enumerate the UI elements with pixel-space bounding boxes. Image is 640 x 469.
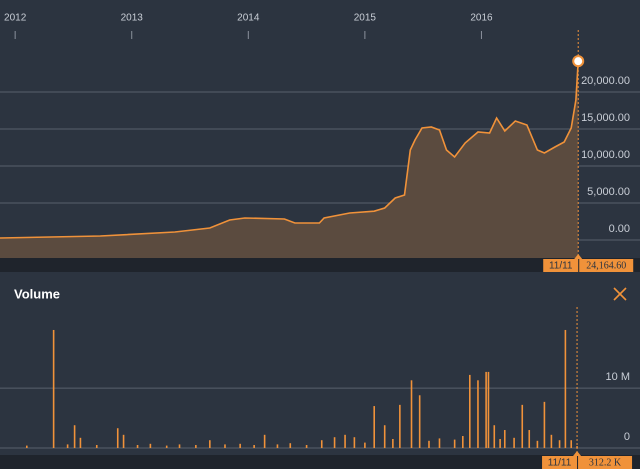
bar xyxy=(499,439,501,448)
x-tick-label: 2014 xyxy=(237,13,260,24)
bar xyxy=(136,444,139,448)
bar xyxy=(410,380,413,448)
y-tick-label: 15,000.00 xyxy=(581,112,630,124)
y-tick-label: 10,000.00 xyxy=(581,149,630,161)
bar xyxy=(209,440,211,448)
bar xyxy=(493,425,496,448)
plot: 20,000.00 15,000.00 10,000.00 5,000.00 0.00 2… xyxy=(0,13,640,272)
close-button[interactable] xyxy=(613,287,627,301)
y-tick-label: 5,000.00 xyxy=(587,186,630,198)
bar xyxy=(333,437,336,448)
bar xyxy=(462,436,464,448)
bar xyxy=(468,374,471,448)
bar xyxy=(66,444,69,448)
bar xyxy=(178,444,181,448)
bar xyxy=(521,404,524,448)
badge-pointer xyxy=(573,451,582,456)
bar xyxy=(373,406,376,448)
bar xyxy=(224,444,226,448)
x-tick-label: 2015 xyxy=(354,13,377,24)
bar xyxy=(399,404,401,448)
bar xyxy=(487,371,490,448)
y-tick-label: 0 xyxy=(624,431,630,443)
bar xyxy=(253,444,255,448)
value-badge xyxy=(579,259,634,272)
bar xyxy=(392,439,394,448)
badge-pointer xyxy=(574,254,583,259)
bar xyxy=(239,443,241,448)
bar xyxy=(558,440,561,448)
bar xyxy=(550,434,553,448)
y-tick-label: 10 M xyxy=(606,371,630,383)
bar xyxy=(428,440,430,448)
bar xyxy=(116,428,119,448)
bar xyxy=(289,443,292,448)
x-tick-label: 2016 xyxy=(470,13,493,24)
footer-strip xyxy=(0,455,640,469)
bar xyxy=(95,444,98,448)
y-tick-label: 20,000.00 xyxy=(581,75,630,87)
bar xyxy=(513,437,515,448)
bar xyxy=(165,445,168,448)
bar xyxy=(122,434,125,448)
bar xyxy=(344,434,346,448)
bar xyxy=(353,437,356,448)
bar xyxy=(263,434,266,448)
bar xyxy=(276,444,279,448)
bar xyxy=(149,443,152,448)
bar xyxy=(503,430,506,448)
date-label: 11/11 xyxy=(548,458,572,469)
bar xyxy=(438,438,441,448)
bar xyxy=(477,380,479,448)
panel-header xyxy=(0,272,640,312)
bar xyxy=(79,437,82,448)
bar xyxy=(383,425,386,448)
date-badge xyxy=(542,456,578,469)
value-label: 24,164.60 xyxy=(586,260,626,271)
last-point xyxy=(572,55,585,68)
plot: 10 M 0 11/11 312.2 K xyxy=(0,307,640,469)
bar xyxy=(570,440,573,448)
bar xyxy=(528,430,531,448)
bar xyxy=(26,445,28,448)
bar xyxy=(305,444,308,448)
y-tick-label: 0.00 xyxy=(609,223,630,235)
bar xyxy=(543,401,546,448)
x-tick-label: 2012 xyxy=(4,13,27,24)
value-badge xyxy=(578,456,633,469)
bar xyxy=(320,440,323,448)
date-label: 11/11 xyxy=(549,261,573,272)
panel-title: Volume xyxy=(14,286,60,301)
area xyxy=(0,61,579,259)
bar xyxy=(73,425,76,448)
x-tick-label: 2013 xyxy=(121,13,144,24)
footer-strip xyxy=(0,258,640,272)
line xyxy=(0,61,579,239)
bar xyxy=(536,440,539,448)
date-badge xyxy=(543,259,579,272)
bar xyxy=(485,371,487,448)
bar xyxy=(52,329,55,448)
bar xyxy=(418,395,421,448)
bar xyxy=(564,329,567,448)
bar xyxy=(453,439,456,448)
bar xyxy=(364,442,366,448)
bar xyxy=(195,444,197,448)
value-label: 312.2 K xyxy=(589,457,622,468)
